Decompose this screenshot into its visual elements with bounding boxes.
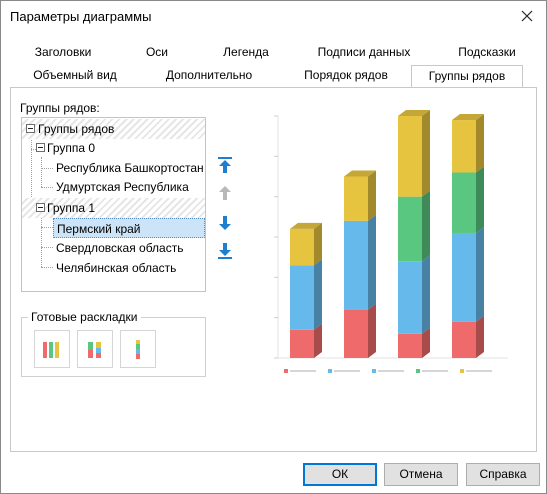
tree-item[interactable]: Свердловская область xyxy=(56,238,183,258)
tree-item[interactable]: Республика Башкортостан xyxy=(56,158,204,178)
bar-segment xyxy=(290,329,314,358)
tab-data-labels[interactable]: Подписи данных xyxy=(317,45,411,59)
bar-top xyxy=(290,222,322,229)
chart-preview xyxy=(254,96,528,381)
bar-segment xyxy=(290,228,314,266)
tab-series-groups[interactable]: Группы рядов xyxy=(411,65,523,88)
bar-segment xyxy=(398,333,422,358)
tree-root-label: Группы рядов xyxy=(38,122,115,136)
tree-item-label: Пермский край xyxy=(57,222,141,236)
ok-button[interactable]: ОК xyxy=(303,463,377,486)
close-button[interactable] xyxy=(514,4,540,28)
dialog-title: Параметры диаграммы xyxy=(10,9,152,24)
legend-swatch xyxy=(284,369,288,373)
bar-segment-side xyxy=(368,170,376,221)
tree-root[interactable]: Группы рядов xyxy=(22,119,205,139)
bar-segment xyxy=(398,116,422,197)
tree-group-label: Группа 1 xyxy=(47,201,96,215)
legend-swatch xyxy=(372,369,376,373)
title-bar: Параметры диаграммы xyxy=(1,1,546,33)
move-up-icon xyxy=(219,186,231,200)
bar-segment-side xyxy=(422,255,430,334)
bar-segment-side xyxy=(368,214,376,310)
legend-swatch xyxy=(416,369,420,373)
move-up-button[interactable] xyxy=(214,182,236,204)
tree-item-label: Удмуртская Республика xyxy=(56,180,189,194)
bar-segment-side xyxy=(368,303,376,358)
tab-advanced[interactable]: Дополнительно xyxy=(165,68,253,82)
cancel-button[interactable]: Отмена xyxy=(384,463,458,486)
bar-segment xyxy=(290,265,314,330)
tree-group-0[interactable]: Группа 0 xyxy=(22,138,205,158)
tree-item-label: Свердловская область xyxy=(56,241,184,255)
preset-layouts-group: Готовые раскладки xyxy=(21,310,206,377)
tree-item[interactable]: Челябинская область xyxy=(56,258,176,278)
move-to-bottom-icon xyxy=(218,243,232,259)
bar-segment xyxy=(452,172,476,233)
bar-segment-side xyxy=(476,166,484,233)
bar-segment-side xyxy=(476,226,484,322)
layout-three-columns-icon xyxy=(43,342,59,358)
move-down-button[interactable] xyxy=(214,212,236,234)
bar-segment-side xyxy=(422,110,430,197)
bar-segment xyxy=(344,176,368,221)
bar-segment-side xyxy=(476,114,484,173)
series-groups-label: Группы рядов: xyxy=(20,101,100,115)
collapse-icon[interactable] xyxy=(36,203,45,212)
legend-swatch xyxy=(460,369,464,373)
preset-layouts-label: Готовые раскладки xyxy=(28,310,141,324)
layout-two-stacks-icon xyxy=(88,342,101,358)
tabs-row-1: Заголовки Оси Легенда Подписи данных Под… xyxy=(11,42,536,64)
tab-titles[interactable]: Заголовки xyxy=(34,45,92,59)
tab-legend[interactable]: Легенда xyxy=(223,45,269,59)
tree-item-label: Республика Башкортостан xyxy=(56,161,204,175)
bar-top xyxy=(398,110,430,116)
legend-swatch xyxy=(328,369,332,373)
collapse-icon[interactable] xyxy=(26,124,35,133)
bar-segment xyxy=(452,232,476,322)
bar-segment xyxy=(452,120,476,173)
bar-segment-side xyxy=(314,222,322,266)
bar-segment-side xyxy=(314,259,322,330)
tree-item-label: Челябинская область xyxy=(56,261,177,275)
preset-two-stacks-button[interactable] xyxy=(77,330,113,368)
bar-segment xyxy=(452,321,476,358)
tab-series-order[interactable]: Порядок рядов xyxy=(304,68,388,82)
tree-group-1[interactable]: Группа 1 xyxy=(22,198,205,218)
preset-three-columns-button[interactable] xyxy=(34,330,70,368)
layout-single-stack-icon xyxy=(136,340,140,359)
bar-segment-side xyxy=(314,323,322,358)
help-button[interactable]: Справка xyxy=(466,463,540,486)
series-groups-tree[interactable]: Группы рядов Группа 0 Республика Башкорт… xyxy=(21,117,206,292)
bar-segment-side xyxy=(422,327,430,358)
tab-3d-view[interactable]: Объемный вид xyxy=(33,68,117,82)
collapse-icon[interactable] xyxy=(36,143,45,152)
tabs-row-2: Объемный вид Дополнительно Порядок рядов… xyxy=(11,65,536,88)
bar-segment xyxy=(398,261,422,334)
chart-preview-svg xyxy=(274,110,508,373)
move-to-top-button[interactable] xyxy=(214,154,236,176)
bar-top xyxy=(452,114,484,121)
tab-axes[interactable]: Оси xyxy=(145,45,169,59)
tab-panel-series-groups: Группы рядов: Группы рядов Группа 0 Ре xyxy=(10,87,537,452)
close-icon xyxy=(521,10,533,22)
bar-top xyxy=(344,170,376,177)
tree-group-label: Группа 0 xyxy=(47,141,96,155)
bar-segment xyxy=(344,220,368,310)
tab-tooltips[interactable]: Подсказки xyxy=(458,45,516,59)
bar-segment-side xyxy=(422,190,430,262)
preset-single-stack-button[interactable] xyxy=(120,330,156,368)
tree-item-selected[interactable]: Пермский край xyxy=(53,218,205,238)
bar-segment xyxy=(344,309,368,358)
move-to-bottom-button[interactable] xyxy=(214,240,236,262)
bar-segment-side xyxy=(476,315,484,358)
move-down-icon xyxy=(219,216,231,230)
bar-segment xyxy=(398,196,422,262)
move-to-top-icon xyxy=(218,157,232,173)
tree-item[interactable]: Удмуртская Республика xyxy=(56,177,189,197)
